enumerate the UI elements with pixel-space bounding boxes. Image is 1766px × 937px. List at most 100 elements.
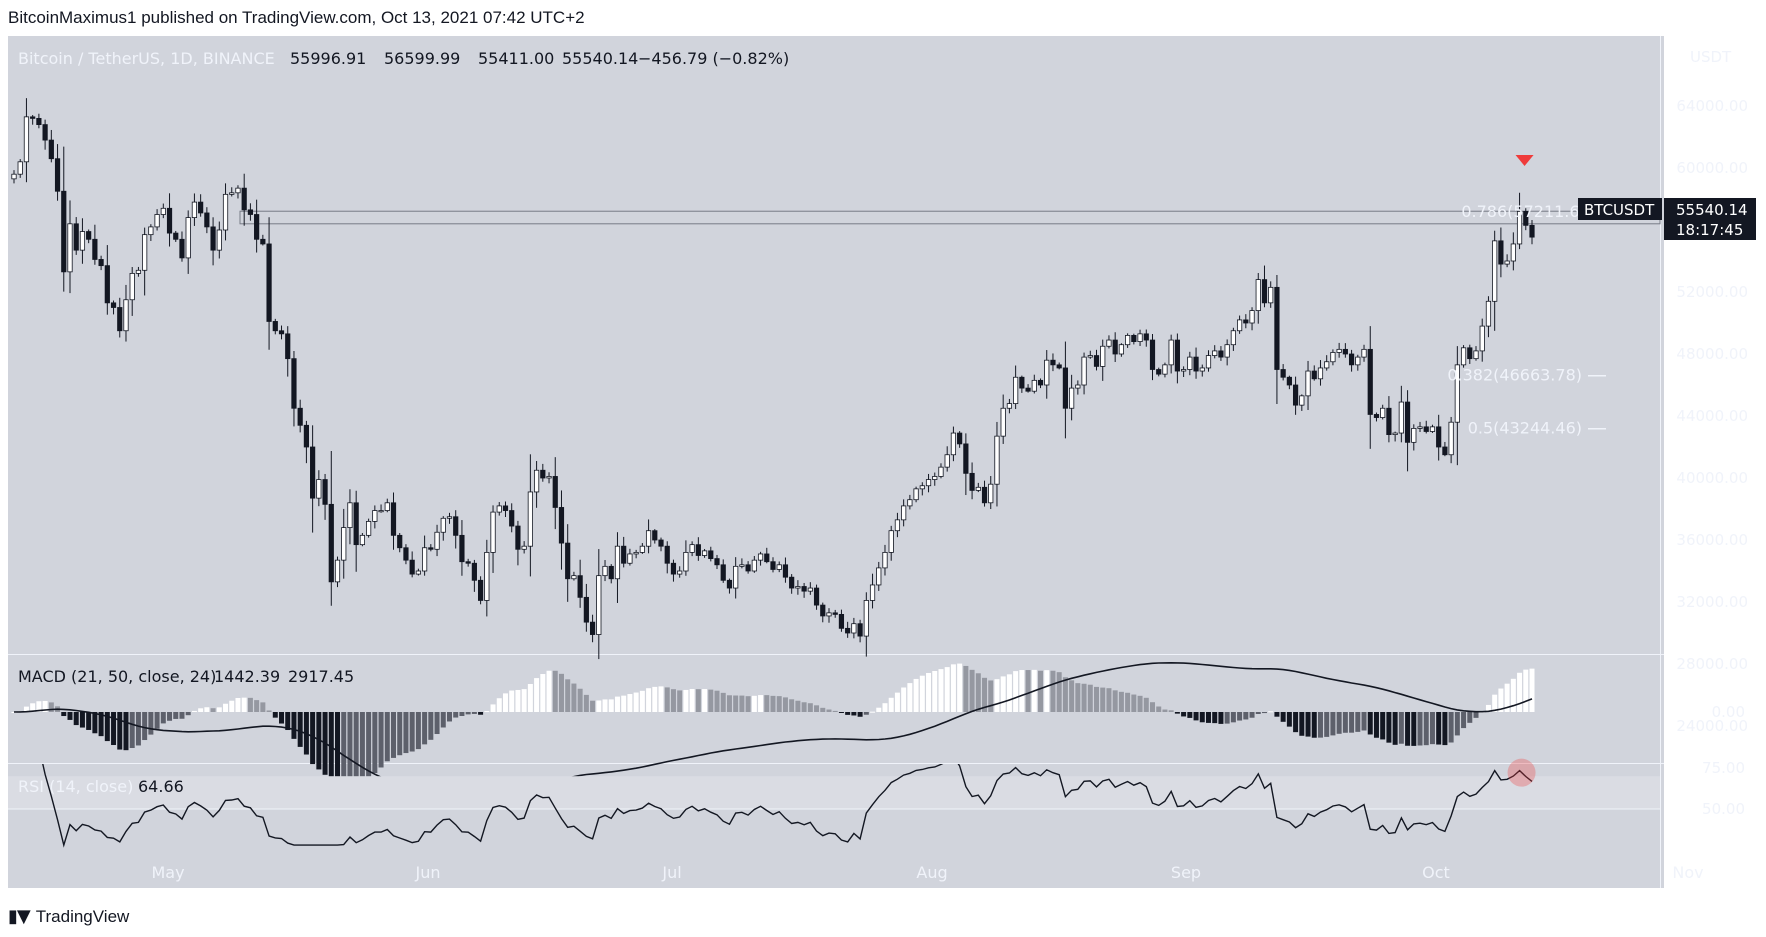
macd-histogram-bar [795,700,801,712]
macd-histogram-bar [148,712,154,735]
candle-body [602,565,608,577]
macd-histogram-bar [79,712,85,728]
candle-body [104,265,110,304]
macd-histogram-bar [714,690,720,712]
macd-histogram-bar [484,711,490,713]
macd-histogram-bar [789,699,795,712]
macd-histogram-bar [633,692,639,712]
candle-body [1460,347,1467,366]
candle-body [720,564,726,581]
candle-body [17,161,23,175]
symbol-legend: Bitcoin / TetherUS, 1D, BINANCE [18,49,275,68]
candle-body [1473,350,1479,360]
candle-body [670,562,677,575]
candle-body [1261,279,1268,304]
macd-histogram-bar [863,712,869,715]
macd-histogram-bar [266,710,272,712]
macd-histogram-bar [496,698,502,712]
fib-level-label: 0.382(46663.78) [1447,366,1582,385]
time-tick-label: Aug [916,863,947,882]
macd-histogram-bar [888,697,894,712]
macd-histogram-bar [1000,676,1006,712]
macd-histogram-bar [1461,712,1467,729]
macd-histogram-bar [123,712,129,751]
macd-histogram-bar [1529,668,1535,712]
candle-body [975,486,981,491]
macd-histogram-bar [876,707,882,712]
macd-histogram-bar [590,700,596,712]
macd-histogram-bar [440,712,446,728]
macd-histogram-bar [229,700,235,712]
candle-body [1087,355,1093,358]
macd-histogram-bar [409,712,415,752]
candle-body [254,214,260,240]
macd-histogram-bar [1243,712,1249,720]
candle-body [67,223,73,273]
candle-body [48,139,54,160]
macd-histogram-bar [776,696,782,712]
symbol-tag [1578,198,1662,220]
time-axis[interactable] [8,852,1664,888]
candle-body [23,116,30,163]
main-pane[interactable] [8,36,1664,654]
macd-histogram-bar [384,712,390,762]
candle-body [919,485,925,490]
macd-histogram-bar [1342,712,1348,733]
macd-histogram-bar [938,669,944,712]
macd-histogram-bar [347,712,353,786]
macd-histogram-bar [490,704,496,712]
candle-body [322,479,328,505]
candle-body [789,576,795,589]
candle-body [801,586,807,592]
macd-histogram-bar [1324,712,1330,737]
candle-body [1479,325,1485,352]
candle-body [932,476,938,480]
macd-pane[interactable] [8,655,1664,763]
candle-body [1156,369,1162,375]
macd-histogram-bar [1044,670,1050,712]
macd-histogram-bar [1013,671,1019,712]
candle-body [179,238,185,259]
candle-body [384,502,390,511]
candle-body [764,553,770,563]
macd-histogram-bar [820,707,826,712]
macd-histogram-bar [397,712,403,756]
ohlc-open: 55996.91 [290,49,366,68]
macd-histogram-bar [1510,678,1516,712]
macd-histogram-bar [1125,692,1131,712]
candle-body [770,561,776,570]
macd-histogram-bar [1467,712,1473,723]
macd-histogram-bar [689,688,695,712]
candle-body [1311,370,1317,380]
macd-histogram-bar [129,712,135,749]
macd-histogram-bar [502,693,508,712]
candle-body [98,259,104,267]
candle-body [334,559,341,583]
macd-histogram-bar [1100,687,1106,712]
candle-body [185,217,191,259]
candle-body [1317,367,1324,380]
candle-body [266,243,272,322]
candle-body [515,525,521,550]
macd-histogram-bar [782,697,788,712]
candle-body [851,623,857,634]
macd-histogram-bar [1249,712,1255,718]
macd-histogram-bar [764,695,770,712]
macd-histogram-bar [465,712,471,715]
macd-histogram-bar [173,712,179,719]
macd-histogram-bar [1398,712,1404,744]
brand-footer[interactable]: ▮▼ TradingView [8,906,129,927]
candle-body [621,545,627,564]
candle-body [440,517,446,533]
candle-body [123,299,129,332]
candle-body [807,587,813,592]
macd-histogram-bar [185,712,191,716]
candle-body [1423,426,1429,432]
macd-histogram-bar [1349,712,1355,733]
candle-body [1342,348,1348,355]
candle-body [465,561,471,564]
candle-body [160,207,166,215]
price-tick-label: 48000.00 [1676,345,1748,363]
candle-body [42,124,48,141]
